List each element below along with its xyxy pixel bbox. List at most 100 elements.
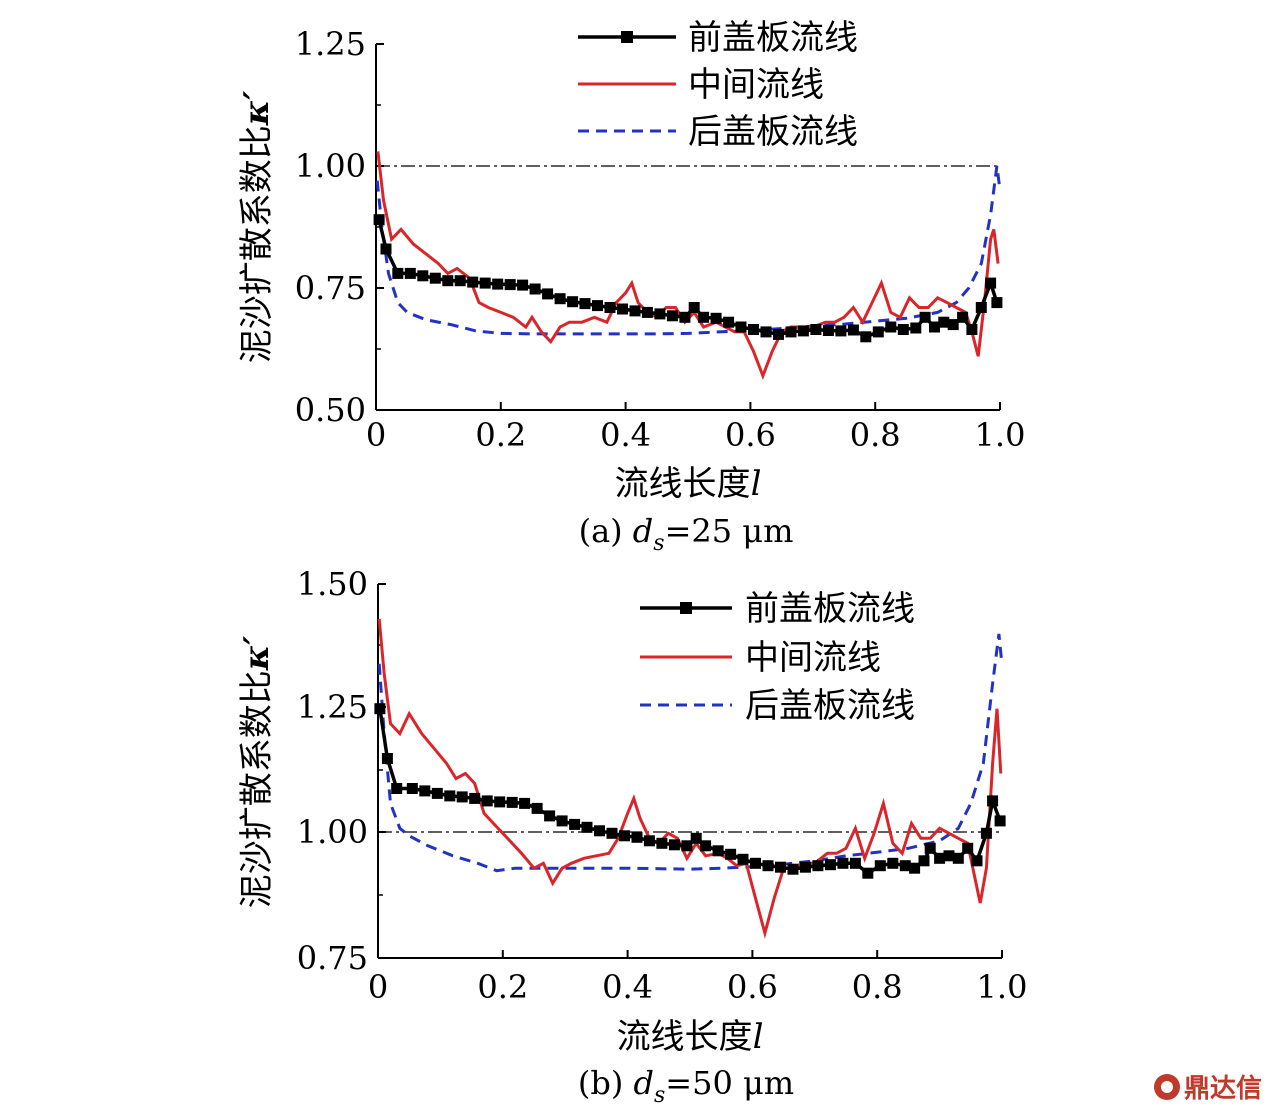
data-point-b-47 bbox=[934, 852, 946, 864]
data-point-a-45 bbox=[919, 311, 931, 323]
data-point-a-32 bbox=[760, 326, 772, 338]
data-point-a-17 bbox=[579, 298, 591, 310]
data-point-b-27 bbox=[700, 840, 712, 852]
legend-marker-b-0 bbox=[680, 602, 692, 614]
data-point-b-8 bbox=[469, 792, 481, 804]
data-point-b-0 bbox=[374, 703, 386, 715]
data-point-a-16 bbox=[567, 296, 579, 308]
data-point-a-24 bbox=[666, 310, 678, 322]
legend-label-a-1: 中间流线 bbox=[688, 65, 824, 105]
data-point-a-3 bbox=[404, 267, 416, 279]
data-point-a-5 bbox=[429, 272, 441, 284]
data-point-a-18 bbox=[592, 300, 603, 312]
data-point-b-18 bbox=[594, 825, 605, 837]
data-point-a-14 bbox=[542, 288, 554, 300]
data-point-b-50 bbox=[962, 842, 974, 854]
data-point-a-21 bbox=[629, 305, 641, 317]
data-point-b-33 bbox=[775, 861, 786, 873]
data-point-b-48 bbox=[943, 850, 955, 862]
series-line-a-back-shroud bbox=[375, 165, 1001, 336]
y-axis-label-text-b: 泥沙扩散系数比 bbox=[237, 670, 277, 908]
data-point-b-25 bbox=[681, 840, 693, 852]
plot-series-a bbox=[373, 151, 1003, 380]
x-tick-a-4: 0.8 bbox=[850, 402, 901, 454]
data-point-b-3 bbox=[406, 783, 418, 794]
data-point-b-10 bbox=[494, 796, 506, 808]
data-point-a-26 bbox=[688, 302, 700, 313]
x-tick-label-b-3: 0.6 bbox=[727, 968, 778, 1006]
x-tick-label-a-4: 0.8 bbox=[850, 416, 901, 454]
data-point-b-28 bbox=[712, 845, 724, 857]
legend-entry-a-1: 中间流线 bbox=[578, 65, 824, 105]
data-point-a-34 bbox=[785, 326, 797, 338]
caption-rest-a: =25 μm bbox=[665, 512, 794, 550]
data-point-b-46 bbox=[924, 842, 936, 854]
legend-entry-b-0: 前盖板流线 bbox=[640, 589, 915, 629]
x-axis-label-text-a: 流线长度 bbox=[615, 464, 751, 504]
x-tick-a-1: 0.2 bbox=[475, 402, 526, 454]
x-tick-a-0: 0 bbox=[366, 402, 386, 454]
data-point-a-27 bbox=[698, 311, 710, 323]
y-tick-label-a-2: 1.00 bbox=[295, 147, 366, 185]
svg-text:流线长度l: 流线长度l bbox=[615, 464, 762, 504]
data-point-a-9 bbox=[479, 277, 491, 289]
caption-sub-a: s bbox=[653, 531, 664, 556]
x-ticks-b: 0 0.2 0.4 0.6 0.8 1.0 bbox=[368, 950, 1027, 1006]
legend-label-a-2: 后盖板流线 bbox=[688, 112, 858, 152]
data-point-b-38 bbox=[837, 857, 849, 869]
caption-var-b: d bbox=[634, 1064, 654, 1102]
data-point-a-28 bbox=[710, 312, 722, 324]
legend-label-b-2: 后盖板流线 bbox=[745, 686, 915, 726]
data-point-b-53 bbox=[987, 795, 999, 807]
watermark-logo-icon bbox=[1153, 1073, 1180, 1100]
data-point-b-22 bbox=[643, 835, 655, 847]
data-point-b-36 bbox=[812, 860, 824, 872]
data-point-b-15 bbox=[556, 815, 568, 827]
y-tick-label-a-3: 1.25 bbox=[295, 25, 366, 63]
data-point-b-9 bbox=[481, 795, 493, 807]
data-point-b-14 bbox=[544, 810, 556, 822]
y-tick-b-1: 1.00 bbox=[297, 813, 386, 851]
data-point-b-26 bbox=[690, 832, 702, 844]
data-point-b-17 bbox=[581, 821, 593, 833]
series-line-a-middle bbox=[376, 151, 1000, 380]
caption-var-a: d bbox=[633, 512, 653, 550]
data-point-a-8 bbox=[467, 276, 479, 288]
watermark: 鼎达信 bbox=[1153, 1068, 1262, 1105]
y-tick-label-b-0: 0.75 bbox=[297, 939, 368, 977]
legend-entry-b-2: 后盖板流线 bbox=[640, 686, 915, 726]
data-point-a-41 bbox=[872, 326, 884, 338]
data-point-b-43 bbox=[899, 860, 911, 872]
y-ticks-a: 0.50 0.75 1.00 1.25 bbox=[295, 25, 384, 429]
data-point-b-31 bbox=[750, 857, 761, 869]
data-point-b-20 bbox=[619, 830, 630, 842]
legend-entry-a-2: 后盖板流线 bbox=[578, 112, 858, 152]
legend-marker-a-0 bbox=[621, 31, 633, 43]
data-point-b-32 bbox=[762, 860, 774, 872]
x-tick-b-2: 0.4 bbox=[602, 950, 653, 1006]
data-point-a-0 bbox=[373, 214, 385, 226]
data-point-a-52 bbox=[985, 277, 997, 289]
data-point-a-36 bbox=[810, 324, 822, 335]
legend-b: 前盖板流线 中间流线 后盖板流线 bbox=[640, 589, 915, 726]
x-tick-label-a-5: 1.0 bbox=[975, 416, 1026, 454]
data-point-a-42 bbox=[885, 321, 897, 333]
data-point-b-19 bbox=[606, 827, 618, 839]
data-point-b-34 bbox=[787, 863, 799, 875]
data-point-b-5 bbox=[431, 787, 443, 799]
caption-rest-b: =50 μm bbox=[665, 1064, 794, 1102]
data-point-a-40 bbox=[860, 331, 872, 343]
caption-prefix-b: (b) bbox=[578, 1064, 634, 1102]
x-axis-label-var-a: l bbox=[751, 464, 762, 504]
y-axis-label-text-a: 泥沙扩散系数比 bbox=[237, 125, 277, 363]
data-point-a-46 bbox=[929, 321, 940, 333]
y-tick-label-a-1: 0.75 bbox=[295, 269, 366, 307]
data-point-a-2 bbox=[392, 267, 404, 279]
x-tick-label-b-1: 0.2 bbox=[477, 968, 528, 1006]
y-tick-label-b-2: 1.25 bbox=[297, 688, 368, 726]
x-tick-b-3: 0.6 bbox=[727, 950, 778, 1006]
watermark-text: 鼎达信 bbox=[1183, 1074, 1262, 1104]
legend-label-b-1: 中间流线 bbox=[745, 638, 881, 678]
legend-entry-b-1: 中间流线 bbox=[640, 638, 881, 678]
